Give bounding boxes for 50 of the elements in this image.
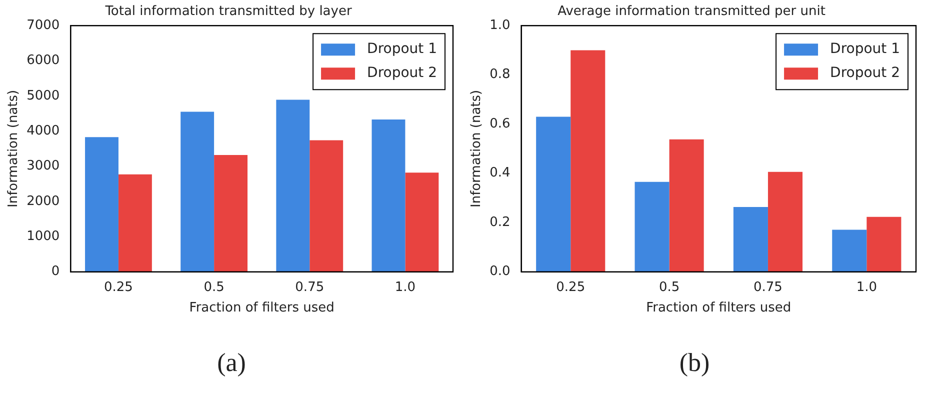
y-tick-label: 7000 [26, 18, 60, 33]
chart-title: Total information transmitted by layer [104, 4, 352, 20]
bar [570, 50, 606, 272]
x-axis-title: Fraction of filters used [189, 300, 334, 316]
legend-label: Dropout 1 [830, 41, 900, 58]
x-tick-label: 1.0 [394, 280, 416, 295]
bar [768, 172, 803, 272]
y-tick-label: 0 [51, 264, 60, 280]
y-tick-label: 0.0 [490, 264, 510, 280]
x-axis-title: Fraction of filters used [646, 300, 792, 316]
bar [536, 116, 571, 272]
text: (a) [216, 348, 247, 378]
y-tick-label: 5000 [26, 88, 60, 104]
y-tick-label: 1000 [26, 229, 60, 244]
bar [310, 140, 344, 272]
chart-title: Average information transmitted per unit [558, 4, 826, 20]
x-tick-label: 0.75 [754, 280, 782, 295]
y-tick-label: 6000 [26, 53, 60, 68]
y-tick-label: 0.4 [490, 166, 510, 181]
x-tick-label: 0.25 [104, 280, 133, 295]
legend-label: Dropout 2 [830, 65, 900, 82]
x-tick-label: 0.5 [204, 280, 224, 295]
bar [733, 207, 768, 272]
bar [276, 100, 310, 272]
x-tick-label: 1.0 [856, 280, 878, 295]
legend-label: Dropout 1 [367, 41, 438, 58]
bar [180, 112, 214, 272]
y-tick-label: 0.6 [490, 116, 510, 132]
text: (b) [678, 348, 711, 378]
bar [405, 172, 439, 272]
y-axis-title: Information (nats) [6, 90, 22, 208]
x-tick-label: 0.5 [658, 280, 680, 295]
x-tick-label: 0.25 [556, 280, 586, 295]
bar [118, 174, 152, 272]
bar [372, 120, 406, 272]
y-axis-title: Information (nats) [469, 90, 484, 208]
bar [214, 155, 248, 272]
y-tick-label: 4000 [26, 123, 60, 138]
y-tick-label: 3000 [26, 158, 60, 174]
bar [866, 216, 902, 272]
y-tick-label: 0.8 [490, 67, 510, 82]
y-tick-label: 0.2 [490, 214, 510, 230]
y-tick-label: 2000 [26, 194, 60, 209]
y-tick-label: 1.0 [490, 18, 510, 33]
x-tick-label: 0.75 [295, 280, 324, 295]
legend-label: Dropout 2 [367, 65, 438, 82]
bar [832, 230, 867, 272]
bar [634, 182, 670, 272]
bar [669, 139, 704, 272]
bar [85, 137, 118, 272]
